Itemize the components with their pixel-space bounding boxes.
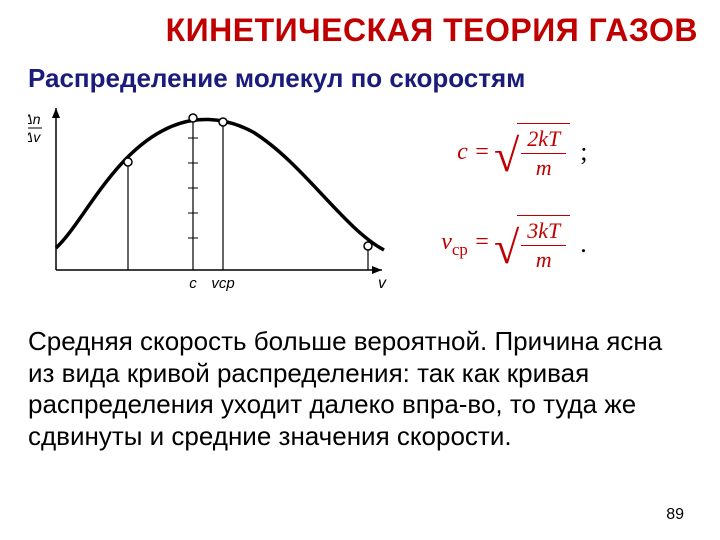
page-number: 89 <box>666 506 684 524</box>
formula-c-den: m <box>536 154 552 181</box>
content-row: Δn Δv v cvср c = √ 2kT m ; vср = √ 3kT m <box>28 98 692 298</box>
svg-text:Δv: Δv <box>28 129 41 145</box>
svg-text:c: c <box>189 275 197 292</box>
formula-c-punct: ; <box>580 137 587 167</box>
svg-text:Δn: Δn <box>28 111 41 127</box>
formula-vcp-punct: . <box>580 229 587 259</box>
formula-c-num: 2kT <box>521 126 566 154</box>
explanation-text: Средняя скорость больше вероятной. Причи… <box>28 326 692 453</box>
formula-block: c = √ 2kT m ; vср = √ 3kT m . <box>398 123 692 273</box>
formula-vcp-num: 3kT <box>521 218 566 246</box>
formula-vcp-sqrt: √ 3kT m <box>494 215 570 273</box>
subtitle: Распределение молекул по скоростям <box>28 63 692 94</box>
svg-text:v: v <box>378 275 387 292</box>
formula-vcp-den: m <box>536 246 552 273</box>
distribution-chart: Δn Δv v cvср <box>28 98 398 298</box>
formula-vcp: vср = √ 3kT m . <box>420 215 692 273</box>
svg-text:vср: vср <box>211 275 234 292</box>
formula-c: c = √ 2kT m ; <box>420 123 692 181</box>
formula-c-sqrt: √ 2kT m <box>494 123 570 181</box>
formula-c-lhs: c = <box>420 139 490 166</box>
page-title: КИНЕТИЧЕСКАЯ ТЕОРИЯ ГАЗОВ <box>28 12 698 49</box>
formula-vcp-lhs: vср = <box>420 229 490 260</box>
